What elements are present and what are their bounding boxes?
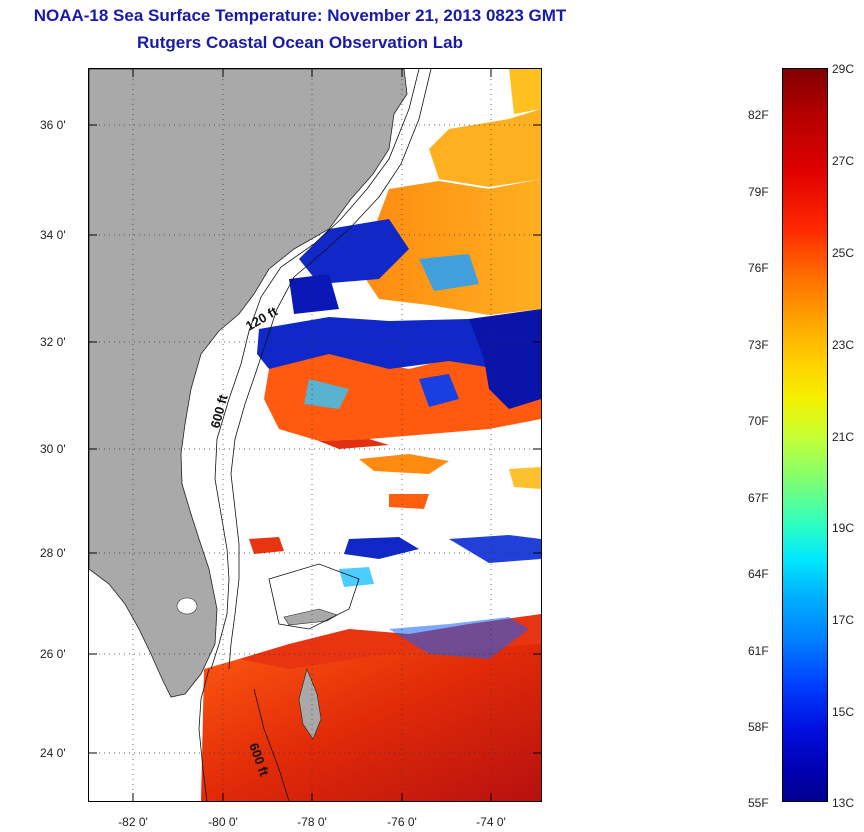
colorbar-c-label: 23C — [832, 338, 855, 352]
colorbar-f-label: 82F — [748, 108, 769, 122]
lon-label-80: -80 0' — [208, 815, 238, 829]
colorbar-f-label: 67F — [748, 491, 769, 505]
map-title: NOAA-18 Sea Surface Temperature: Novembe… — [33, 6, 567, 25]
sst-warm-region-south — [201, 614, 541, 801]
lake-okeechobee — [176, 597, 198, 615]
colorbar-c-label: 13C — [832, 796, 855, 810]
colorbar-f-label: 55F — [748, 796, 769, 810]
lat-label-28: 28 0' — [40, 546, 66, 560]
colorbar-c-label: 15C — [832, 705, 855, 719]
lon-label-82: -82 0' — [118, 815, 148, 829]
sst-map: 120 ft 600 ft 600 ft — [88, 68, 542, 802]
temperature-colorbar — [782, 68, 828, 802]
lat-label-36: 36 0' — [40, 118, 66, 132]
colorbar-c-label: 27C — [832, 154, 855, 168]
colorbar-c-label: 17C — [832, 613, 855, 627]
graticule — [89, 69, 541, 801]
lat-label-26: 26 0' — [40, 647, 66, 661]
bahamas-islands — [298, 668, 322, 740]
colorbar-f-label: 70F — [748, 414, 769, 428]
depth-contours — [198, 69, 432, 801]
colorbar-f-label: 58F — [748, 720, 769, 734]
colorbar-f-label: 73F — [748, 338, 769, 352]
colorbar-c-label: 25C — [832, 246, 855, 260]
colorbar-f-label: 64F — [748, 567, 769, 581]
frame-ticks — [89, 69, 541, 801]
colorbar-f-label: 61F — [748, 644, 769, 658]
colorbar-f-label: 76F — [748, 261, 769, 275]
land-mass — [89, 69, 408, 698]
lat-label-32: 32 0' — [40, 335, 66, 349]
lon-label-78: -78 0' — [297, 815, 327, 829]
colorbar-c-label: 29C — [832, 62, 855, 76]
sst-central-region — [257, 309, 541, 449]
lon-label-76: -76 0' — [387, 815, 417, 829]
colorbar-c-label: 19C — [832, 521, 855, 535]
grand-bahama-island — [283, 608, 338, 626]
map-subtitle: Rutgers Coastal Ocean Observation Lab — [137, 33, 463, 52]
colorbar-f-label: 79F — [748, 185, 769, 199]
lat-label-34: 34 0' — [40, 228, 66, 242]
colorbar-c-label: 21C — [832, 430, 855, 444]
sst-scattered-patches — [249, 454, 541, 587]
sst-northeast-region — [289, 69, 541, 315]
lat-label-24: 24 0' — [40, 746, 66, 760]
lat-label-30: 30 0' — [40, 442, 66, 456]
contour-label-600ft-north: 600 ft — [207, 392, 230, 429]
lon-label-74: -74 0' — [476, 815, 506, 829]
